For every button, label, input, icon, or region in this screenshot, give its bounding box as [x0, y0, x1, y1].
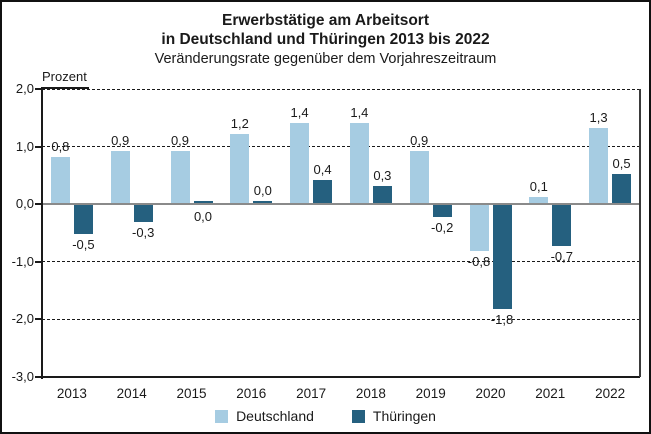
bar-thueringen-2015 [193, 200, 213, 204]
value-label-deutschland-2015: 0,9 [170, 133, 190, 149]
y-axis-tick [35, 145, 41, 148]
chart-title-line2: in Deutschland und Thüringen 2013 bis 20… [161, 31, 490, 48]
year-label-2016: 2016 [236, 386, 267, 401]
plot-right-border [639, 89, 641, 377]
value-label-deutschland-2019: 0,9 [410, 133, 429, 149]
bar-deutschland-2020 [469, 205, 489, 252]
value-label-thueringen-2020: -1,8 [490, 311, 514, 327]
year-label-2019: 2019 [415, 386, 446, 401]
bar-thueringen-2018 [372, 185, 392, 204]
legend-swatch-thueringen [351, 409, 365, 423]
y-axis-tick [35, 318, 41, 321]
legend: Deutschland Thüringen [2, 408, 649, 424]
value-label-deutschland-2020: -0,8 [467, 254, 491, 270]
y-tick-label: -3,0 [11, 369, 34, 384]
y-axis-line [40, 85, 43, 379]
y-axis-tick [35, 203, 41, 206]
bar-thueringen-2014 [133, 205, 153, 223]
value-label-thueringen-2022: 0,5 [612, 156, 631, 172]
value-label-thueringen-2015: 0,0 [193, 209, 213, 225]
bar-deutschland-2022 [589, 128, 609, 204]
value-label-thueringen-2016: 0,0 [253, 182, 272, 198]
value-label-thueringen-2017: 0,4 [313, 162, 332, 178]
y-tick-label: 2,0 [15, 81, 34, 96]
chart-title-line1: Erwerbstätige am Arbeitsort [221, 12, 429, 29]
bar-deutschland-2015 [170, 151, 190, 204]
y-tick-label: 0,0 [15, 196, 34, 212]
bar-thueringen-2017 [313, 180, 333, 204]
gridline-2,0 [42, 88, 640, 90]
y-tick-label: 1,0 [15, 138, 34, 154]
bar-deutschland-2019 [409, 151, 429, 204]
y-axis-tick [35, 260, 41, 263]
bar-thueringen-2013 [73, 205, 93, 234]
bar-deutschland-2018 [349, 122, 369, 204]
bar-thueringen-2016 [253, 200, 273, 204]
value-label-deutschland-2022: 1,3 [589, 110, 608, 126]
year-label-2020: 2020 [475, 386, 506, 401]
bar-deutschland-2014 [110, 151, 130, 204]
value-label-deutschland-2014: 0,9 [111, 133, 130, 149]
year-label-2022: 2022 [595, 386, 626, 401]
bar-deutschland-2016 [230, 134, 250, 204]
value-label-deutschland-2018: 1,4 [350, 104, 369, 120]
year-label-2015: 2015 [176, 386, 207, 401]
bar-deutschland-2013 [50, 157, 70, 204]
bar-deutschland-2021 [529, 197, 549, 204]
value-label-thueringen-2014: -0,3 [131, 225, 155, 241]
value-label-thueringen-2021: -0,7 [550, 248, 573, 264]
value-label-thueringen-2018: 0,3 [373, 167, 392, 183]
value-label-deutschland-2016: 1,2 [230, 116, 249, 132]
bar-thueringen-2022 [612, 174, 632, 204]
year-label-2013: 2013 [56, 386, 87, 401]
bar-thueringen-2021 [552, 205, 572, 246]
y-axis-tick [35, 88, 41, 90]
legend-label-deutschland: Deutschland [236, 408, 314, 424]
y-tick-label: -2,0 [11, 311, 34, 327]
value-label-deutschland-2017: 1,4 [290, 104, 309, 120]
zero-baseline [42, 203, 640, 206]
year-label-2014: 2014 [116, 386, 147, 401]
value-label-thueringen-2013: -0,5 [72, 237, 95, 252]
year-label-2021: 2021 [535, 386, 566, 401]
value-label-deutschland-2021: 0,1 [529, 179, 548, 195]
x-axis-line [40, 376, 640, 378]
legend-item-deutschland: Deutschland [215, 408, 314, 424]
year-label-2017: 2017 [296, 386, 327, 401]
bar-deutschland-2017 [290, 122, 310, 204]
gridline--1,0 [42, 261, 640, 263]
chart-subtitle: Veränderungsrate gegenüber dem Vorjahres… [154, 51, 497, 67]
value-label-deutschland-2013: 0,8 [51, 139, 70, 155]
legend-item-thueringen: Thüringen [351, 408, 436, 424]
y-tick-label: -1,0 [11, 253, 34, 269]
gridline--2,0 [42, 318, 640, 320]
y-axis-tick [35, 376, 41, 378]
year-label-2018: 2018 [355, 386, 386, 401]
legend-label-thueringen: Thüringen [372, 408, 436, 424]
legend-swatch-deutschland [215, 409, 229, 423]
y-axis-unit-label: Prozent [41, 68, 89, 89]
bar-thueringen-2020 [492, 205, 512, 309]
value-label-thueringen-2019: -0,2 [430, 219, 454, 235]
bar-thueringen-2019 [432, 205, 452, 217]
gridline-1,0 [42, 146, 640, 148]
chart-title-block: Erwerbstätige am Arbeitsort in Deutschla… [2, 11, 649, 69]
